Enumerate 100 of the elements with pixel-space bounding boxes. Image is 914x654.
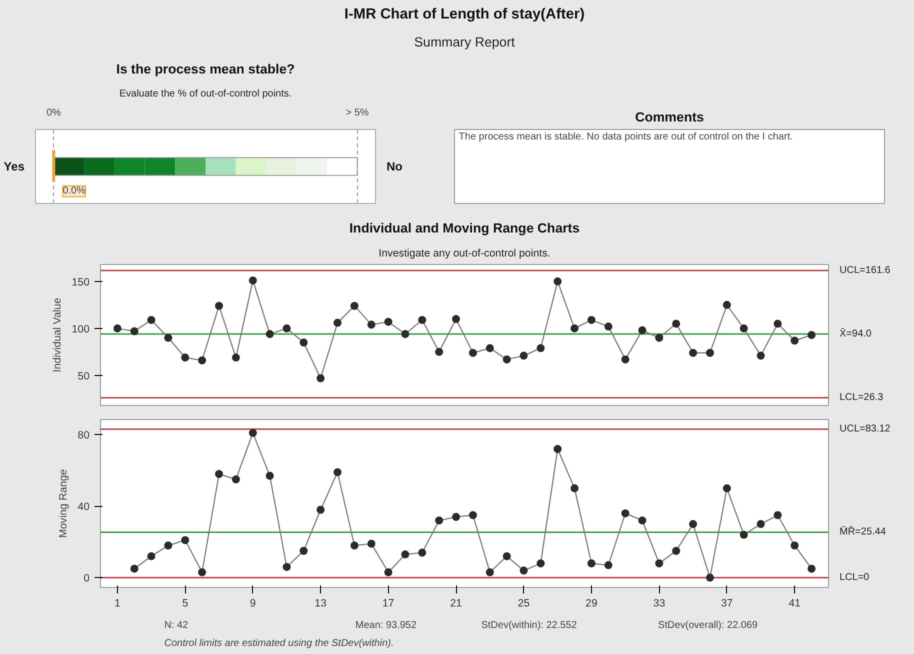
x-tick-label: 9 — [250, 598, 256, 610]
chart-subtitle: Investigate any out-of-control points. — [378, 248, 550, 260]
text: StDev(within): 22.552 — [481, 620, 578, 631]
point — [486, 568, 494, 576]
point — [401, 550, 410, 558]
x-tick-label: 29 — [586, 598, 598, 610]
x-tick-label: 41 — [788, 598, 801, 610]
point — [215, 302, 224, 310]
point — [198, 568, 206, 576]
point — [367, 540, 376, 548]
point — [435, 348, 444, 356]
point — [164, 542, 172, 550]
point — [130, 564, 138, 573]
y-tick-label: 100 — [72, 323, 90, 336]
ref-line-label: LCL=26.3 — [840, 392, 884, 404]
point — [621, 509, 630, 518]
point — [621, 355, 630, 364]
y-tick-label: 80 — [78, 430, 90, 442]
point — [604, 322, 612, 331]
point — [740, 530, 748, 539]
point — [130, 327, 138, 336]
x-tick-label: 1 — [114, 598, 120, 610]
text: Evaluate the % of out-of-control points. — [119, 88, 292, 100]
point — [248, 276, 257, 284]
point — [655, 334, 664, 342]
point — [232, 475, 240, 484]
point — [282, 324, 291, 332]
point — [282, 562, 291, 571]
point — [554, 444, 562, 453]
point — [774, 320, 782, 328]
point — [248, 428, 257, 437]
text: Yes — [4, 160, 25, 174]
chart-title: Individual and Moving Range Charts — [349, 220, 580, 236]
point — [638, 326, 646, 334]
y-axis-title: Individual Value — [52, 298, 64, 372]
ref-line-label: X̄=94.0 — [840, 328, 872, 340]
point — [452, 315, 460, 324]
point — [384, 568, 392, 576]
point — [147, 552, 156, 560]
point — [266, 330, 274, 338]
x-tick-label: 33 — [653, 598, 666, 610]
text: I-MR Chart of Length of stay(After) — [344, 6, 585, 22]
text: Summary Report — [414, 34, 516, 50]
y-axis-title: Moving Range — [58, 469, 70, 538]
point — [435, 516, 444, 524]
point — [790, 336, 799, 345]
point — [147, 316, 156, 324]
text: > 5% — [346, 108, 369, 118]
point — [316, 374, 325, 382]
point — [367, 320, 376, 329]
point — [722, 484, 731, 492]
y-tick-label: 150 — [72, 276, 90, 288]
point — [570, 324, 579, 332]
point — [706, 348, 714, 357]
point — [181, 354, 190, 362]
point — [300, 338, 308, 347]
point — [808, 331, 816, 339]
point — [722, 300, 731, 309]
text: The process mean is stable. No data points are out of control on the I chart. — [458, 132, 793, 143]
point — [215, 470, 224, 478]
point — [790, 542, 799, 550]
point — [401, 330, 410, 338]
point — [520, 566, 528, 575]
point — [587, 559, 596, 568]
point — [774, 511, 782, 520]
point — [740, 324, 748, 332]
point — [570, 484, 579, 492]
point — [334, 318, 342, 327]
point — [266, 472, 274, 480]
point — [672, 320, 680, 328]
point — [756, 520, 765, 528]
text: Mean: 93.952 — [355, 620, 417, 631]
point — [468, 511, 477, 520]
y-tick-label: 50 — [78, 370, 90, 382]
x-tick-label: 21 — [450, 598, 462, 610]
point — [638, 516, 646, 524]
point — [689, 520, 698, 528]
point — [418, 548, 426, 557]
point — [181, 536, 190, 544]
ref-line-label: UCL=161.6 — [840, 265, 891, 276]
point — [655, 559, 664, 568]
text: Control limits are estimated using the StDev(within). — [164, 638, 394, 649]
point — [198, 356, 206, 364]
text: 0% — [46, 108, 62, 118]
x-tick-label: 5 — [182, 598, 188, 610]
x-tick-label: 13 — [314, 598, 327, 610]
point — [587, 316, 596, 324]
text: StDev(overall): 22.069 — [658, 620, 758, 631]
point — [554, 277, 562, 286]
point — [756, 352, 765, 360]
text: No — [386, 160, 402, 174]
point — [536, 344, 545, 352]
point — [706, 574, 714, 582]
point — [232, 354, 240, 362]
point — [334, 468, 342, 476]
x-tick-label: 17 — [382, 598, 394, 610]
text: Comments — [635, 110, 704, 124]
ref-line-label: LCL=0 — [840, 572, 870, 584]
point — [384, 318, 392, 326]
y-tick-label: 40 — [78, 501, 90, 514]
